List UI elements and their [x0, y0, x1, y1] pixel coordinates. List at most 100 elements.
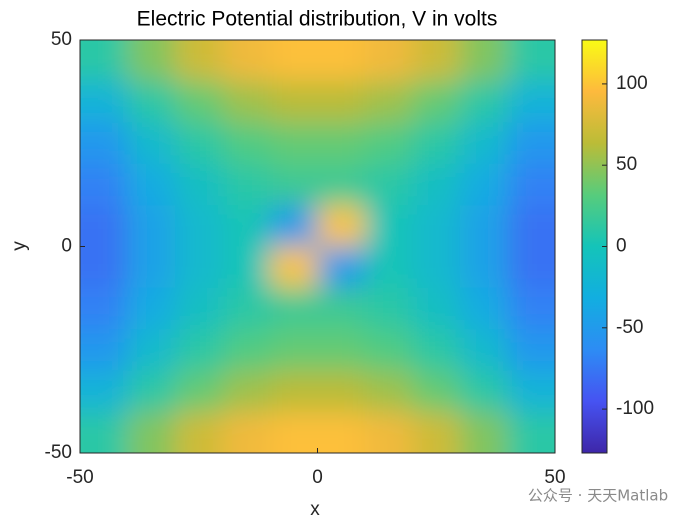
heat-cell — [127, 163, 176, 206]
heat-cell — [270, 246, 318, 289]
heat-cell — [175, 122, 223, 165]
heat-cell — [175, 287, 223, 330]
heat-cell — [175, 370, 223, 413]
heat-cell — [412, 163, 461, 206]
heat-cell — [460, 329, 508, 371]
heat-cell — [80, 329, 128, 371]
heat-cell — [175, 246, 223, 289]
heat-cell — [460, 81, 508, 124]
heat-cell — [270, 122, 318, 165]
heat-cell — [507, 246, 555, 289]
heat-cell — [365, 246, 413, 289]
heat-cell — [127, 329, 176, 371]
heat-cell — [507, 370, 555, 413]
x-axis-label: x — [310, 499, 320, 520]
heat-cell — [365, 40, 413, 82]
chart-title: Electric Potential distribution, V in vo… — [137, 8, 498, 31]
heat-cell — [80, 81, 128, 124]
heat-cell — [317, 122, 366, 165]
heat-cell — [270, 287, 318, 330]
heat-cell — [222, 122, 271, 165]
heat-cell — [175, 40, 223, 82]
x-tick-label: 50 — [544, 467, 565, 488]
heat-cell — [175, 81, 223, 124]
heat-cell — [80, 370, 128, 413]
heat-cell — [460, 163, 508, 206]
heat-cell — [222, 163, 271, 206]
heat-cell — [270, 205, 318, 247]
heat-cell — [222, 246, 271, 289]
heat-cell — [507, 411, 555, 453]
heat-cell — [507, 329, 555, 371]
heat-cell — [460, 122, 508, 165]
heat-cell — [412, 246, 461, 289]
heat-cell — [412, 370, 461, 413]
heat-cell — [507, 163, 555, 206]
heat-cell — [317, 81, 366, 124]
heat-cell — [127, 122, 176, 165]
heat-cell — [270, 40, 318, 82]
heat-cell — [317, 246, 366, 289]
y-tick-label: 50 — [51, 29, 72, 50]
heat-cell — [507, 122, 555, 165]
heat-cell — [317, 40, 366, 82]
heat-cell — [175, 329, 223, 371]
colorbar-tick-label: -50 — [616, 317, 643, 338]
heat-cell — [80, 163, 128, 206]
heat-cell — [460, 370, 508, 413]
heat-cell — [412, 329, 461, 371]
colorbar-tick-label: -100 — [616, 398, 654, 419]
heat-cell — [222, 370, 271, 413]
heat-cell — [80, 411, 128, 453]
y-axis-label: y — [9, 241, 30, 251]
heat-cell — [270, 329, 318, 371]
heat-cell — [80, 40, 128, 82]
heat-cell — [222, 411, 271, 453]
heat-cell — [127, 40, 176, 82]
colorbar-tick-label: 100 — [616, 73, 648, 94]
heat-cell — [507, 205, 555, 247]
heat-cell — [365, 122, 413, 165]
heat-cell — [507, 287, 555, 330]
heat-cell — [80, 122, 128, 165]
heat-cell — [412, 122, 461, 165]
heat-cell — [365, 329, 413, 371]
heat-cell — [127, 81, 176, 124]
heat-cell — [412, 40, 461, 82]
heat-cell — [80, 205, 128, 247]
heat-cell — [412, 205, 461, 247]
heat-cell — [412, 411, 461, 453]
colorbar-tick-label: 0 — [616, 236, 627, 257]
heat-cell — [460, 287, 508, 330]
y-tick-label: 0 — [61, 236, 72, 257]
heat-cell — [127, 411, 176, 453]
heat-cell — [412, 287, 461, 330]
x-tick-label: 0 — [312, 467, 323, 488]
watermark: 公众号 · 天天Matlab — [528, 487, 668, 505]
heat-cell — [127, 287, 176, 330]
heat-cell — [317, 411, 366, 453]
heat-cell — [365, 370, 413, 413]
heat-cell — [365, 411, 413, 453]
heat-cell — [317, 370, 366, 413]
heat-cell — [175, 205, 223, 247]
colorbar-tick-label: 50 — [616, 154, 637, 175]
heat-cell — [460, 205, 508, 247]
heat-cell — [175, 411, 223, 453]
heat-cell — [222, 205, 271, 247]
heat-cell — [460, 246, 508, 289]
heat-cell — [222, 81, 271, 124]
heat-cell — [270, 81, 318, 124]
heat-cell — [507, 40, 555, 82]
heat-cell — [412, 81, 461, 124]
heat-cell — [80, 246, 128, 289]
field — [80, 40, 555, 453]
y-tick-label: -50 — [45, 442, 72, 463]
heat-cell — [222, 329, 271, 371]
x-tick-label: -50 — [66, 467, 93, 488]
heat-cell — [317, 329, 366, 371]
heat-cell — [365, 81, 413, 124]
heat-cell — [365, 205, 413, 247]
heat-cell — [270, 163, 318, 206]
heat-cell — [270, 370, 318, 413]
